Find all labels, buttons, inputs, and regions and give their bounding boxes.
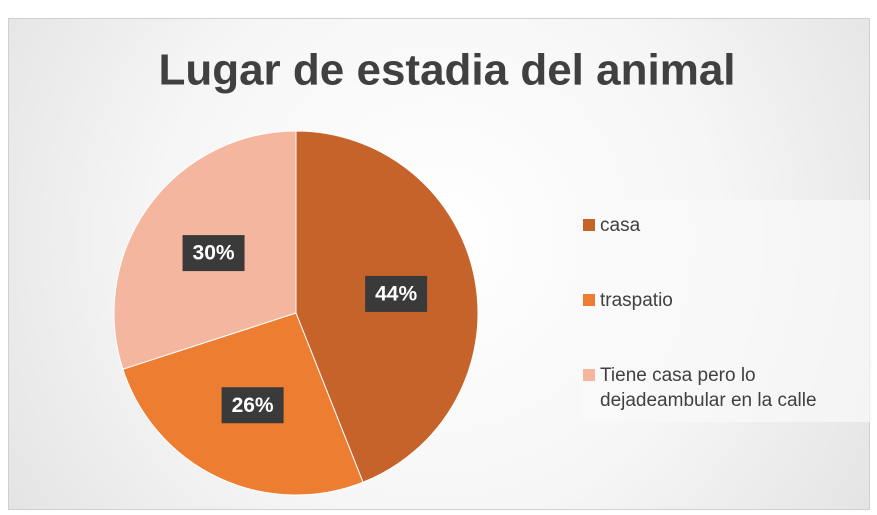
legend-label: Tiene casa pero lo dejadeambular en la c… xyxy=(600,365,817,411)
data-label: 30% xyxy=(182,235,245,272)
legend-entry: casa xyxy=(583,213,865,238)
legend-label: casa xyxy=(600,215,641,236)
data-label-box xyxy=(182,235,245,272)
data-label-text: 44% xyxy=(375,282,417,305)
legend-label: traspatio xyxy=(600,290,673,311)
legend-swatch xyxy=(583,294,595,306)
data-label-box xyxy=(365,275,428,312)
legend: casa traspatio Tiene casa pero lo dejadeam… xyxy=(580,200,872,422)
legend-swatch xyxy=(583,219,595,231)
chart-title: Lugar de estadia del animal xyxy=(158,46,735,95)
data-label: 44% xyxy=(365,275,428,312)
legend-entry: traspatio xyxy=(583,288,865,313)
data-label-text: 26% xyxy=(232,394,274,417)
legend-entry: Tiene casa pero lo dejadeambular en la c… xyxy=(583,363,865,413)
data-label-text: 30% xyxy=(193,242,235,265)
data-label-box xyxy=(221,387,284,424)
data-label: 26% xyxy=(221,387,284,424)
legend-swatch xyxy=(583,369,595,381)
